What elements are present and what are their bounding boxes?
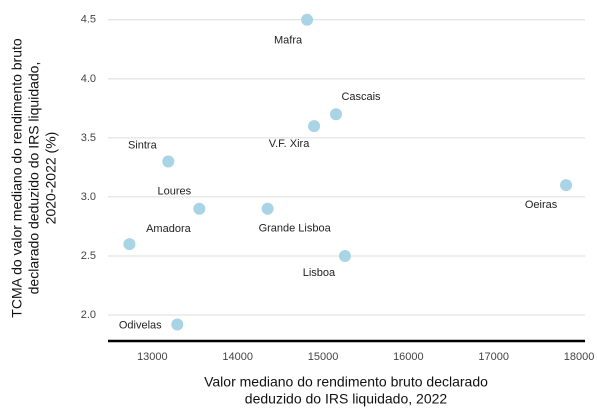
point <box>301 13 314 26</box>
y-axis-title-group: TCMA do valor mediano do rendimento brut… <box>9 38 59 318</box>
y-tick-label: 4.5 <box>81 14 96 26</box>
point <box>193 202 206 215</box>
point-label: Loures <box>157 186 191 198</box>
x-tick-label: 15000 <box>308 351 339 363</box>
point-label: Mafra <box>274 35 303 47</box>
point-label: Grande Lisboa <box>259 223 332 235</box>
point <box>162 155 175 168</box>
y-axis-title: declarado deduzido do IRS liquidado, <box>26 62 42 295</box>
point <box>171 318 184 331</box>
point-label: Lisboa <box>303 267 336 279</box>
x-axis-title: deduzido do IRS liquidado, 2022 <box>245 391 448 407</box>
y-tick-label: 3.0 <box>81 191 96 203</box>
x-tick-label: 16000 <box>393 351 424 363</box>
point-label: V.F. Xira <box>269 138 310 150</box>
point <box>261 202 274 215</box>
point-label: Oeiras <box>525 199 558 211</box>
y-tick-label: 2.0 <box>81 309 96 321</box>
point-label: Odivelas <box>119 319 162 331</box>
x-tick-label: 13000 <box>137 351 168 363</box>
point-label: Cascais <box>341 91 381 103</box>
x-tick-label: 18000 <box>564 351 595 363</box>
point-label: Sintra <box>128 139 158 151</box>
y-tick-label: 3.5 <box>81 132 96 144</box>
point <box>123 238 136 251</box>
point <box>338 249 351 262</box>
x-tick-label: 17000 <box>478 351 509 363</box>
y-tick-label: 2.5 <box>81 250 96 262</box>
point <box>330 108 343 121</box>
point <box>308 120 321 133</box>
y-axis-title: 2020-2022 (%) <box>43 132 59 225</box>
x-axis-title: Valor mediano do rendimento bruto declar… <box>204 374 488 390</box>
point-label: Amadora <box>146 223 192 235</box>
point <box>560 179 573 192</box>
y-tick-label: 4.0 <box>81 73 96 85</box>
x-tick-label: 14000 <box>222 351 253 363</box>
y-axis-title: TCMA do valor mediano do rendimento brut… <box>9 38 25 318</box>
